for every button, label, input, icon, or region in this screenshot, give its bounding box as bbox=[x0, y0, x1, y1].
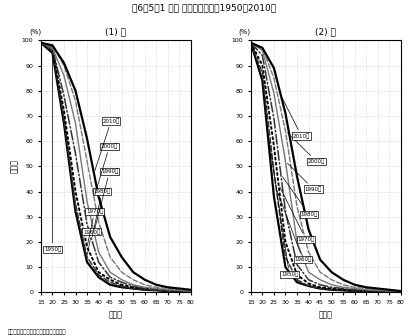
Text: 1950年: 1950年 bbox=[267, 130, 298, 278]
Text: 1960年: 1960年 bbox=[83, 229, 100, 254]
Text: 2010年: 2010年 bbox=[95, 118, 120, 171]
Text: 2010年: 2010年 bbox=[282, 98, 310, 139]
Text: 図6－5－1 性， 年齢別未婚率：1950～2010年: 図6－5－1 性， 年齢別未婚率：1950～2010年 bbox=[133, 3, 276, 12]
Text: 1990年: 1990年 bbox=[288, 163, 322, 192]
Text: 1970年: 1970年 bbox=[280, 187, 315, 242]
Y-axis label: 未婚率: 未婚率 bbox=[10, 159, 19, 173]
Text: 2000年: 2000年 bbox=[95, 143, 118, 195]
Text: 1970年: 1970年 bbox=[86, 209, 103, 244]
Text: 1990年: 1990年 bbox=[94, 169, 118, 229]
X-axis label: 年　齢: 年 齢 bbox=[109, 310, 123, 320]
Text: 1980年: 1980年 bbox=[92, 189, 111, 237]
Text: (%): (%) bbox=[239, 29, 251, 35]
Text: (%): (%) bbox=[29, 29, 41, 35]
Title: (1) 男: (1) 男 bbox=[106, 28, 126, 37]
Text: 総務省統計局『国勢調査報告』による。: 総務省統計局『国勢調査報告』による。 bbox=[8, 330, 67, 335]
X-axis label: 年　齢: 年 齢 bbox=[319, 310, 333, 320]
Text: 1950年: 1950年 bbox=[44, 56, 61, 252]
Text: 1980年: 1980年 bbox=[283, 177, 318, 217]
Title: (2) 女: (2) 女 bbox=[315, 28, 336, 37]
Text: 2000年: 2000年 bbox=[288, 133, 325, 164]
Text: 1960年: 1960年 bbox=[277, 191, 312, 262]
